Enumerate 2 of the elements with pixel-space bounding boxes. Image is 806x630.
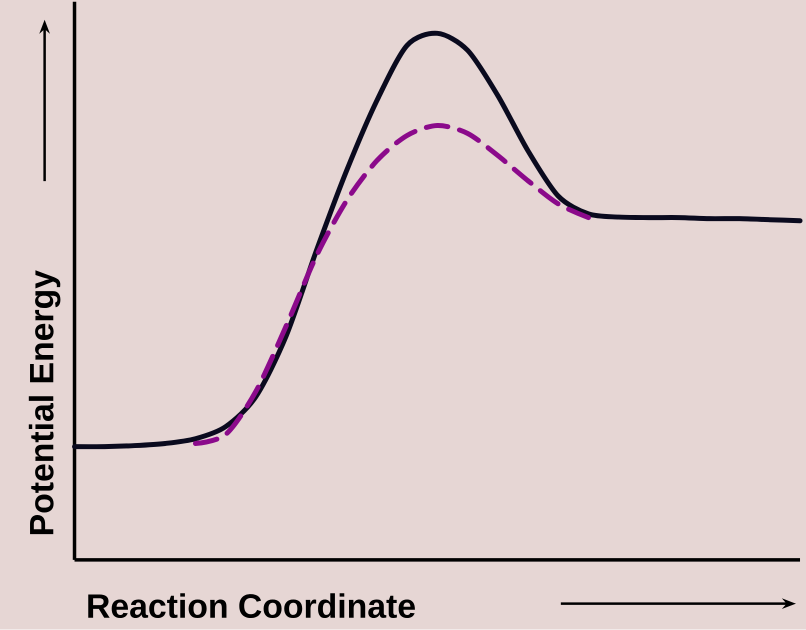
y-axis-title: Potential Energy [28, 270, 60, 534]
x-axis-title: Reaction Coordinate [88, 593, 415, 618]
